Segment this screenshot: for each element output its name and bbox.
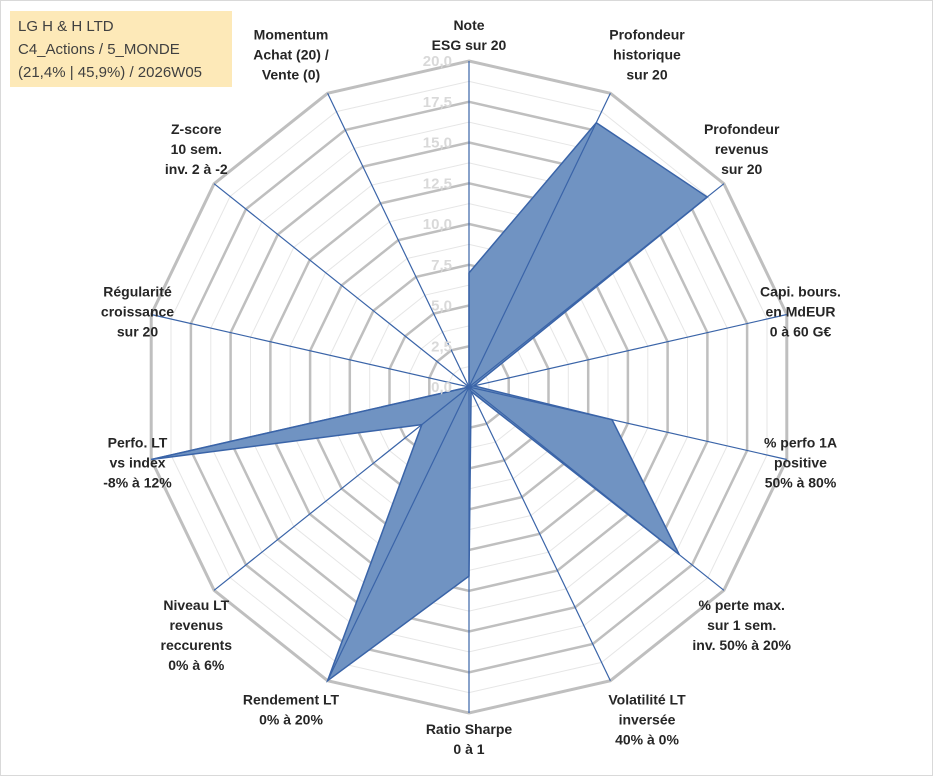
info-box: LG H & H LTD C4_Actions / 5_MONDE (21,4%… <box>10 11 232 87</box>
axis-label: 0 à 1 <box>453 741 484 757</box>
axis-label: vs index <box>109 455 165 471</box>
axis-label: % perte max. <box>699 597 785 613</box>
axis-label: en MdEUR <box>766 303 836 319</box>
axis-label: Profondeur <box>609 27 685 43</box>
axis-spoke <box>468 386 725 591</box>
axis-label: reccurents <box>161 637 233 653</box>
axis-spoke <box>327 93 470 388</box>
axis-label: Perfo. LT <box>108 435 168 451</box>
axis-label: Ratio Sharpe <box>426 721 513 737</box>
axis-spoke <box>468 313 787 388</box>
axis-label: Profondeur <box>704 121 780 137</box>
axis-label: 40% à 0% <box>615 731 679 747</box>
axis-label: revenus <box>715 141 769 157</box>
axis-spoke <box>213 386 470 591</box>
axis-label: Volatilité LT <box>608 691 686 707</box>
axis-label: revenus <box>169 617 223 633</box>
axis-spoke <box>468 93 611 388</box>
axis-label: positive <box>774 455 827 471</box>
axis-label: inv. 2 à -2 <box>165 161 228 177</box>
axis-spoke <box>327 386 470 681</box>
axis-spoke <box>213 183 470 388</box>
axis-label: Capi. bours. <box>760 283 841 299</box>
axis-label: sur 20 <box>626 67 667 83</box>
axis-label: sur 20 <box>721 161 762 177</box>
axis-spoke <box>468 386 787 461</box>
tick-label: 12,5 <box>423 175 452 192</box>
data-series-area <box>151 121 709 683</box>
axis-spoke <box>151 386 470 461</box>
axis-label: croissance <box>101 303 174 319</box>
axis-label: Note <box>453 17 484 33</box>
axis-label: 0% à 20% <box>259 711 323 727</box>
tick-label: 15,0 <box>423 135 452 152</box>
axis-spoke <box>468 183 725 388</box>
company-name: LG H & H LTD <box>18 18 114 35</box>
axis-label: sur 1 sem. <box>707 617 776 633</box>
axis-label: 10 sem. <box>171 141 222 157</box>
tick-label: 17,5 <box>423 94 452 111</box>
stats-label: (21,4% | 45,9%) / 2026W05 <box>18 64 202 81</box>
axis-label: historique <box>613 47 681 63</box>
axis-label: Régularité <box>103 283 172 299</box>
axis-label: Rendement LT <box>243 691 340 707</box>
axis-label: inv. 50% à 20% <box>692 637 791 653</box>
axis-spoke <box>468 386 611 681</box>
axis-label: sur 20 <box>117 323 158 339</box>
axis-label: Z-score <box>171 121 222 137</box>
axis-label: Achat (20) / <box>253 47 329 63</box>
tick-label: 7,5 <box>431 257 452 274</box>
tick-label: 2,5 <box>431 338 452 355</box>
axis-label: -8% à 12% <box>103 475 172 491</box>
axis-spoke <box>151 313 470 388</box>
tick-label: 20,0 <box>423 53 452 70</box>
axis-label: Vente (0) <box>262 67 320 83</box>
tick-label: 0,0 <box>431 379 452 396</box>
axis-label: 0 à 60 G€ <box>770 323 832 339</box>
tick-label: 10,0 <box>423 216 452 233</box>
axis-label: ESG sur 20 <box>432 37 507 53</box>
axis-label: inversée <box>619 711 676 727</box>
axis-label: 0% à 6% <box>168 657 225 673</box>
axis-label: Niveau LT <box>163 597 229 613</box>
axis-label: Momentum <box>254 27 329 43</box>
axis-label: 50% à 80% <box>765 475 837 491</box>
portfolio-label: C4_Actions / 5_MONDE <box>18 41 180 58</box>
tick-label: 5,0 <box>431 298 452 315</box>
axis-label: % perfo 1A <box>764 435 837 451</box>
